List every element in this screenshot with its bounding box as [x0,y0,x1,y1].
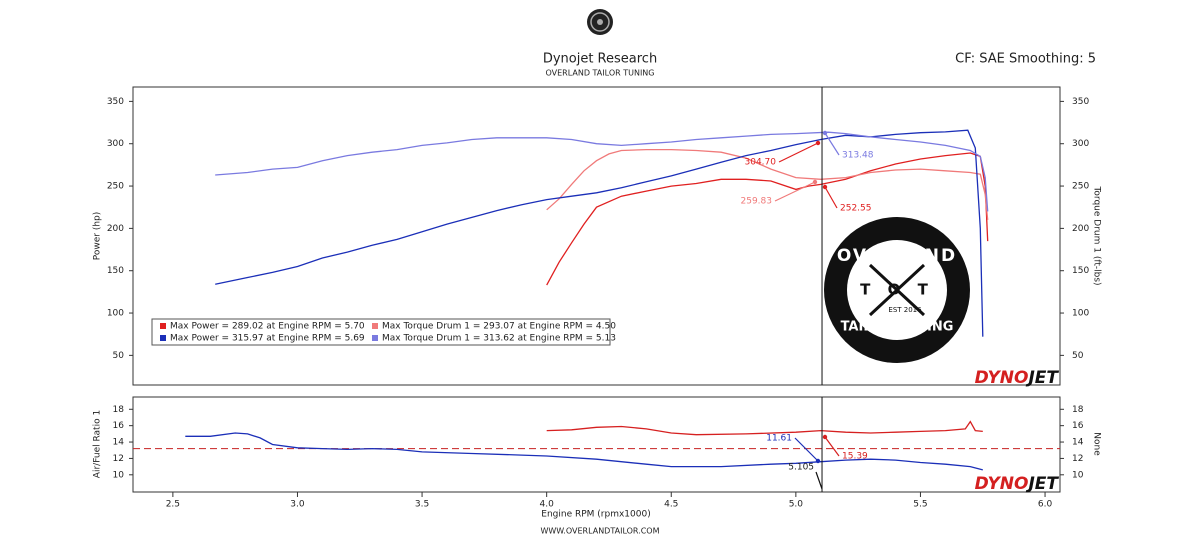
y2-tick-label: 100 [1072,309,1089,319]
legend-label: Max Torque Drum 1 = 313.62 at Engine RPM… [382,334,616,344]
series-line [546,148,989,220]
logo-bottom: TAILOR TUNING [841,320,954,335]
legend-swatch [372,335,378,341]
x-tick-label: 3.0 [290,500,305,510]
brand-part: JET [1025,368,1059,388]
y2-axis-label: None [1092,432,1102,456]
corner-note: CF: SAE Smoothing: 5 [955,52,1096,67]
y2-tick-label: 10 [1072,470,1084,480]
legend-box [151,318,611,346]
annotation-arrow [824,436,840,457]
annotation: 259.83 [741,197,773,207]
y-tick-label: 100 [107,309,124,319]
annotation-head [822,130,828,136]
top-emblem [587,9,613,35]
annotation: 252.55 [840,204,872,214]
y2-axis-label: Torque Drum 1 (ft-lbs) [1092,185,1102,285]
annotation-arrow [824,132,840,156]
x-tick-label: 3.5 [415,500,429,510]
annotation-arrow [794,437,819,462]
y2-tick-label: 150 [1072,266,1089,276]
annotation-head [815,140,821,146]
logo-middle: T O T [860,281,934,299]
brand-part: DYNO [975,474,1029,494]
legend-label: Max Power = 315.97 at Engine RPM = 5.69 [170,334,365,344]
x-tick-label: 5.5 [913,500,927,510]
x-tick-label: 4.5 [664,500,678,510]
logo-est: EST 2016 [888,306,922,314]
y-tick-label: 10 [113,470,125,480]
legend-swatch [160,335,166,341]
legend-label: Max Torque Drum 1 = 293.07 at Engine RPM… [382,322,616,332]
footer: WWW.OVERLANDTAILOR.COM [540,527,659,536]
annotation-head [822,184,828,190]
y2-tick-label: 12 [1072,454,1083,464]
y-tick-label: 350 [107,97,124,107]
legend-swatch [160,323,166,329]
y-tick-label: 150 [107,266,124,276]
logo-top: OVERLAND [837,246,957,266]
y-tick-label: 200 [107,224,124,234]
annotation-head [815,458,821,464]
annotation-arrow [774,181,816,202]
series-line [546,152,989,286]
y2-tick-label: 350 [1072,97,1089,107]
x-tick-label: 4.0 [539,500,554,510]
y-tick-label: 12 [113,454,124,464]
brand-part: JET [1025,474,1059,494]
annotation: 304.70 [745,158,777,168]
y2-tick-label: 300 [1072,139,1089,149]
y-tick-label: 18 [113,405,125,415]
series-line [185,432,983,471]
y-tick-label: 16 [113,421,125,431]
brand-part: DYNO [975,368,1029,388]
brand-logo: DYNOJET [975,474,1060,494]
series-line [215,129,984,337]
y2-tick-label: 250 [1072,182,1089,192]
x-tick-label: 6.0 [1038,500,1053,510]
y-tick-label: 14 [113,438,125,448]
annotation-arrow [778,142,819,163]
y2-tick-label: 200 [1072,224,1089,234]
y-axis-label: Air/Fuel Ratio 1 [93,410,103,478]
cursor-label: 5.105 [788,463,814,473]
bottom-plot-area [132,396,1061,493]
brand-logo: DYNOJET [975,368,1060,388]
x-axis-label: Engine RPM (rpmx1000) [541,510,650,520]
y-tick-label: 300 [107,139,124,149]
series-line [546,420,983,436]
y2-tick-label: 14 [1072,438,1084,448]
annotation: 11.61 [766,434,792,444]
y2-tick-label: 50 [1072,351,1084,361]
y-axis-label: Power (hp) [93,212,103,261]
chart-title: Dynojet Research [543,52,657,67]
annotation: 313.48 [842,151,874,161]
annotation-head [812,179,818,185]
plots: 50 100 150 200 250 300 350 50 100 150 200 250 300 350… [107,87,1089,510]
annotation-arrow [824,186,838,209]
x-tick-label: 5.0 [789,500,804,510]
x-tick-label: 2.5 [166,500,180,510]
annotation: 15.39 [842,452,868,462]
overland-logo: OVERLAND T O T TAILOR TUNING EST 2016 [824,217,970,363]
y2-tick-label: 18 [1072,405,1084,415]
series-line [215,131,989,212]
y2-tick-label: 16 [1072,421,1084,431]
annotation-head [822,434,828,440]
cursor-arrow [815,471,823,490]
chart-subtitle: OVERLAND TAILOR TUNING [546,69,655,78]
legend-label: Max Power = 289.02 at Engine RPM = 5.70 [170,322,365,332]
y-tick-label: 250 [107,182,124,192]
legend-swatch [372,323,378,329]
y-tick-label: 50 [113,351,125,361]
